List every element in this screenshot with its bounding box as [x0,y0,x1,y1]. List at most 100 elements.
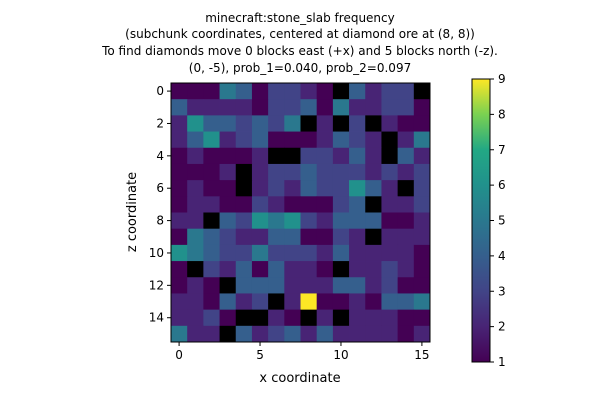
heatmap-cell [268,163,285,181]
heatmap-cell [397,196,415,213]
heatmap-cell [251,180,269,197]
heatmap-cell [413,325,431,343]
heatmap-cell [349,325,366,343]
heatmap-cell [316,261,334,278]
heatmap-cell [413,196,431,213]
heatmap-cell [316,212,334,230]
heatmap-cell [397,309,415,327]
heatmap-cell [268,244,285,262]
heatmap-cell [300,261,318,278]
heatmap-cell [397,99,415,116]
heatmap-cell [219,261,237,278]
heatmap-cell [365,163,382,181]
heatmap-cell [332,115,350,132]
heatmap-cell [413,212,431,230]
heatmap-cell [251,293,269,311]
heatmap-cell [300,131,318,149]
heatmap-cell [203,212,220,230]
heatmap-cell [316,131,334,149]
heatmap-cell [235,244,253,262]
heatmap-cell [397,115,415,132]
heatmap-cell [365,147,382,165]
heatmap-cell [413,83,431,100]
heatmap-cell [284,147,301,165]
heatmap-cell [284,293,301,311]
heatmap-cell [381,293,399,311]
heatmap-cell [413,131,431,149]
heatmap-cell [268,325,285,343]
heatmap-cell [413,293,431,311]
heatmap-cell [219,309,237,327]
heatmap-cell [171,131,188,149]
heatmap-cell [235,99,253,116]
heatmap-cell [413,99,431,116]
heatmap-cell [381,131,399,149]
heatmap-cell [219,212,237,230]
heatmap-cell [251,277,269,294]
heatmap-cell [365,261,382,278]
heatmap-cell [187,228,204,246]
heatmap-cell [203,325,220,343]
colorbar-ticks: 1 2 3 4 5 6 7 8 9 [490,72,506,369]
x-axis-label: x coordinate [259,371,340,386]
heatmap-cell [171,163,188,181]
heatmap-cell [284,115,301,132]
heatmap-cell [397,244,415,262]
heatmap-cell [349,115,366,132]
heatmap-cell [251,325,269,343]
heatmap-cell [268,83,285,100]
heatmap-cell [251,309,269,327]
heatmap-cell [187,293,204,311]
heatmap-cell [171,293,188,311]
colorbar-tick-label: 3 [498,284,506,298]
heatmap-cell [365,196,382,213]
heatmap-cell [235,325,253,343]
heatmap-cell [413,261,431,278]
heatmap-cell [171,261,188,278]
heatmap-cell [203,196,220,213]
heatmap-cell [413,277,431,294]
heatmap-cell [381,212,399,230]
heatmap-cell [365,131,382,149]
heatmap-cell [171,99,188,116]
heatmap-cell [235,83,253,100]
x-axis: 0 5 10 15 [175,342,430,362]
heatmap-cell [365,228,382,246]
heatmap-cell [316,99,334,116]
heatmap-cell [332,228,350,246]
heatmap-cell [284,99,301,116]
heatmap-cell [381,277,399,294]
heatmap-cell [187,99,204,116]
heatmap-cell [187,277,204,294]
heatmap-cell [316,163,334,181]
heatmap-cell [300,196,318,213]
heatmap-cell [413,309,431,327]
heatmap-cell [235,309,253,327]
heatmap-cell [284,277,301,294]
heatmap-cell [203,83,220,100]
y-tick-label: 6 [156,181,164,195]
heatmap-cell [332,163,350,181]
heatmap-cell [316,115,334,132]
colorbar-tick-label: 1 [498,355,506,369]
chart-probabilities: (0, -5), prob_1=0.040, prob_2=0.097 [188,61,412,75]
heatmap-cell [397,261,415,278]
heatmap-cell [349,293,366,311]
heatmap-cell [381,244,399,262]
heatmap-cell [349,163,366,181]
heatmap-cell [365,115,382,132]
heatmap-cell [284,244,301,262]
heatmap-cell [251,99,269,116]
heatmap-cell [203,131,220,149]
heatmap-cell [365,244,382,262]
heatmap-cell [268,131,285,149]
heatmap-cell [332,196,350,213]
heatmap-cell [219,147,237,165]
heatmap-cell [381,180,399,197]
heatmap-cell [316,196,334,213]
heatmap-cell [268,99,285,116]
heatmap-cell [397,228,415,246]
heatmap-cell [316,228,334,246]
heatmap-cell [251,261,269,278]
heatmap-cell [203,180,220,197]
